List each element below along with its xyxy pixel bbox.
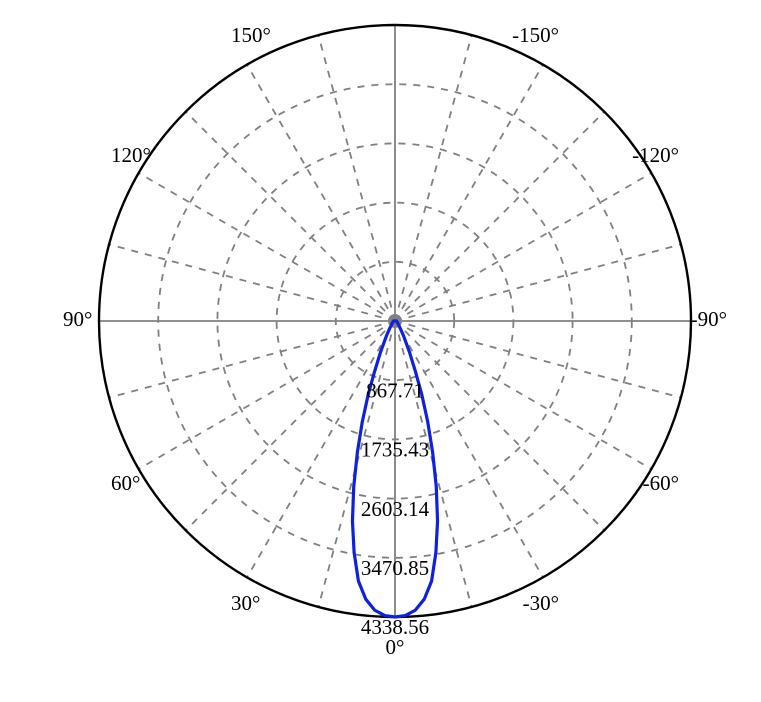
- angle-label: -60°: [643, 471, 679, 495]
- angle-label: -90°: [691, 307, 727, 331]
- radial-label: 3470.85: [361, 556, 429, 580]
- angle-label: 60°: [111, 471, 140, 495]
- angle-label: ±180°: [369, 0, 420, 3]
- angle-label: 150°: [231, 23, 271, 47]
- radial-label: 2603.14: [361, 497, 430, 521]
- radial-label: 4338.56: [361, 615, 429, 639]
- polar-chart: 0°30°60°90°120°150°±180°-30°-60°-90°-120…: [0, 0, 761, 702]
- angle-label: -30°: [523, 591, 559, 615]
- angle-label: -120°: [632, 143, 679, 167]
- angle-label: 90°: [63, 307, 92, 331]
- angle-label: 30°: [231, 591, 260, 615]
- angle-label: -150°: [512, 23, 559, 47]
- angle-label: 120°: [111, 143, 151, 167]
- radial-label: 867.71: [366, 378, 424, 402]
- radial-label: 1735.43: [361, 438, 429, 462]
